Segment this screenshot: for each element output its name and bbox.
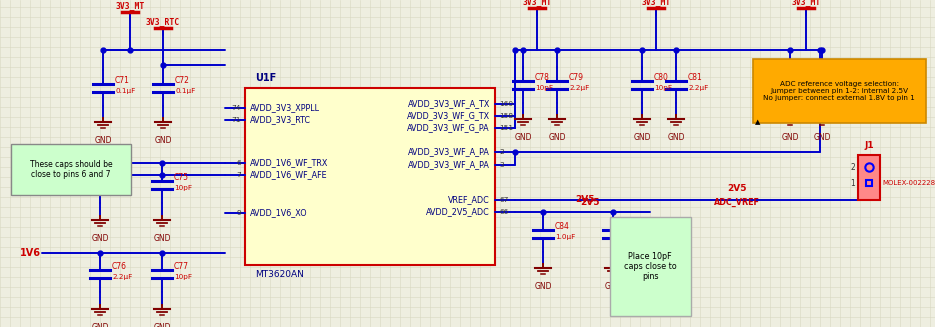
Text: 2: 2	[850, 163, 855, 171]
Text: C75: C75	[174, 173, 189, 182]
Text: AVDD_3V3_WF_A_PA: AVDD_3V3_WF_A_PA	[408, 147, 490, 157]
Text: J1: J1	[864, 141, 874, 150]
Text: 4.7μF: 4.7μF	[112, 185, 132, 191]
Text: 10pF: 10pF	[535, 85, 553, 91]
Text: 0.1μF: 0.1μF	[175, 88, 195, 94]
Text: GND: GND	[94, 136, 112, 145]
Text: 160: 160	[499, 101, 513, 107]
Text: C78: C78	[535, 73, 550, 82]
Bar	[11, 144, 131, 195]
Text: MT3620AN: MT3620AN	[255, 270, 304, 279]
Text: 7: 7	[237, 172, 241, 178]
Text: 3V3_MT: 3V3_MT	[641, 0, 670, 7]
Text: GND: GND	[813, 133, 831, 142]
Text: 1: 1	[850, 179, 855, 187]
Text: 74: 74	[232, 105, 241, 111]
Text: 0.1μF: 0.1μF	[625, 234, 645, 240]
Text: GND: GND	[153, 234, 171, 243]
Text: These caps should be
close to pins 6 and 7: These caps should be close to pins 6 and…	[30, 160, 112, 179]
Text: GND: GND	[153, 323, 171, 327]
Text: C71: C71	[115, 76, 130, 85]
Text: VREF_ADC: VREF_ADC	[448, 196, 490, 204]
Text: 2.2μF: 2.2μF	[688, 85, 708, 91]
Text: 3V3_RTC: 3V3_RTC	[146, 18, 180, 27]
Text: 3V3_MT: 3V3_MT	[115, 2, 145, 11]
Text: ADC reference voltage selection:
Jumper between pin 1-2: internal 2.5V
No jumper: ADC reference voltage selection: Jumper …	[763, 81, 915, 101]
Text: 3V3_MT: 3V3_MT	[791, 0, 821, 7]
Text: 2V5: 2V5	[581, 198, 599, 207]
Text: ADC_VREF: ADC_VREF	[714, 198, 760, 207]
Text: AVDD_1V6_XO: AVDD_1V6_XO	[250, 209, 308, 217]
Text: 10pF: 10pF	[802, 85, 820, 91]
Text: U1F: U1F	[255, 73, 276, 83]
Text: C74: C74	[112, 173, 127, 182]
Text: 10pF: 10pF	[174, 185, 192, 191]
Text: AVDD_3V3_RTC: AVDD_3V3_RTC	[250, 115, 311, 125]
Text: GND: GND	[154, 136, 172, 145]
Text: 2: 2	[499, 149, 504, 155]
Text: 10pF: 10pF	[654, 85, 672, 91]
Text: C81: C81	[688, 73, 703, 82]
Text: 2.2μF: 2.2μF	[569, 85, 589, 91]
Text: AVDD_3V3_WF_G_PA: AVDD_3V3_WF_G_PA	[408, 124, 490, 132]
Text: Place 10pF
caps close to
pins: Place 10pF caps close to pins	[624, 251, 677, 282]
Text: 9: 9	[237, 210, 241, 216]
Text: GND: GND	[92, 323, 108, 327]
Text: C85: C85	[625, 222, 640, 231]
Bar	[753, 59, 926, 123]
Text: C80: C80	[654, 73, 669, 82]
Text: GND: GND	[534, 282, 552, 291]
Text: 3V3_MT: 3V3_MT	[523, 0, 552, 7]
Text: C84: C84	[555, 222, 569, 231]
Text: GND: GND	[668, 133, 684, 142]
Text: 1V6: 1V6	[20, 248, 40, 258]
Text: MOLEX-0022284020: MOLEX-0022284020	[882, 180, 935, 186]
Text: GND: GND	[604, 282, 622, 291]
Text: C83: C83	[834, 73, 849, 82]
Text: 2V5: 2V5	[727, 184, 747, 193]
Bar	[610, 217, 691, 316]
Text: 2.2μF: 2.2μF	[112, 274, 132, 280]
Text: AVDD_3V3_XPPLL: AVDD_3V3_XPPLL	[250, 104, 320, 112]
Text: 0.1μF: 0.1μF	[115, 88, 136, 94]
Text: 6: 6	[237, 160, 241, 166]
Text: 2.2μF: 2.2μF	[834, 85, 855, 91]
Text: 1V6: 1V6	[20, 163, 40, 173]
Text: 151: 151	[499, 125, 513, 131]
Text: GND: GND	[633, 133, 651, 142]
Text: C79: C79	[569, 73, 584, 82]
Text: 2V5: 2V5	[576, 196, 595, 204]
Text: 3: 3	[499, 162, 504, 168]
Text: GND: GND	[782, 133, 798, 142]
Text: C82: C82	[802, 73, 817, 82]
Text: AVDD_2V5_ADC: AVDD_2V5_ADC	[426, 208, 490, 216]
Text: AVDD_3V3_WF_A_PA: AVDD_3V3_WF_A_PA	[408, 161, 490, 169]
Text: GND: GND	[548, 133, 566, 142]
Text: 10pF: 10pF	[174, 274, 192, 280]
Text: GND: GND	[514, 133, 532, 142]
Text: 71: 71	[232, 117, 241, 123]
Text: GND: GND	[92, 234, 108, 243]
Text: AVDD_3V3_WF_G_TX: AVDD_3V3_WF_G_TX	[407, 112, 490, 121]
Text: AVDD_1V6_WF_TRX: AVDD_1V6_WF_TRX	[250, 159, 328, 167]
Text: 67: 67	[499, 197, 509, 203]
Text: AVDD_3V3_WF_A_TX: AVDD_3V3_WF_A_TX	[408, 99, 490, 109]
Text: ▲: ▲	[755, 120, 760, 126]
Text: AVDD_1V6_WF_AFE: AVDD_1V6_WF_AFE	[250, 170, 327, 180]
Bar	[245, 88, 495, 265]
Text: C72: C72	[175, 76, 190, 85]
Bar	[858, 155, 880, 200]
Text: C76: C76	[112, 262, 127, 271]
Text: 66: 66	[499, 209, 509, 215]
Text: 158: 158	[499, 113, 513, 119]
Text: C77: C77	[174, 262, 189, 271]
Text: 1.0μF: 1.0μF	[555, 234, 575, 240]
